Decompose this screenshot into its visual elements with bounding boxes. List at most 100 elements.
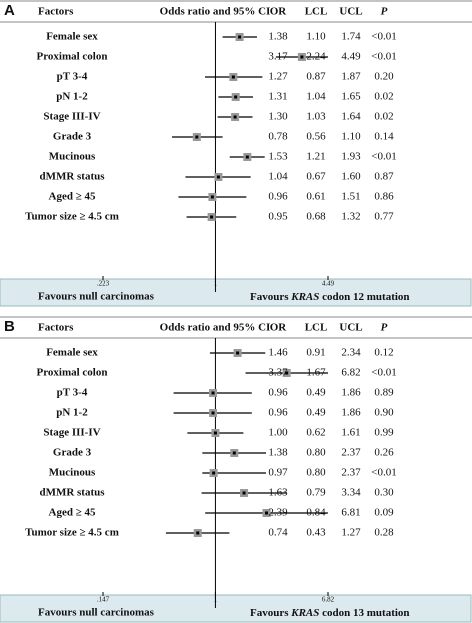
value-label: 0.56 [306, 131, 326, 143]
value-label: 0.61 [306, 191, 325, 203]
value-label: 1.64 [341, 111, 361, 123]
value-label: 1.04 [306, 91, 326, 103]
odds-ratio-center [242, 491, 246, 495]
value-label: 1.30 [268, 111, 288, 123]
p-value: <0.01 [371, 31, 396, 43]
p-value: <0.01 [371, 151, 396, 163]
p-value: 0.02 [374, 91, 393, 103]
odds-ratio-center [213, 431, 217, 435]
value-label: 0.49 [306, 407, 326, 419]
value-label: 2.34 [341, 347, 361, 359]
x-axis-title: Odds ratio and 95% CI [160, 6, 271, 18]
row-label: Stage III-IV [43, 427, 100, 439]
row-label: pN 1-2 [56, 407, 88, 419]
value-label: 1.31 [268, 91, 287, 103]
row-label: pT 3-4 [57, 387, 88, 399]
row-label: Grade 3 [53, 447, 92, 459]
favours-right-part: KRAS [290, 607, 319, 619]
p-value: 0.28 [374, 527, 394, 539]
p-value: 0.90 [374, 407, 394, 419]
row-label: Mucinous [49, 467, 96, 479]
value-label: 1.51 [341, 191, 360, 203]
value-label: 0.96 [268, 407, 288, 419]
row-label: Tumor size ≥ 4.5 cm [25, 527, 119, 539]
odds-ratio-center [265, 511, 269, 515]
row-label: dMMR status [39, 171, 105, 183]
odds-ratio-center [211, 411, 215, 415]
value-label: 1.21 [306, 151, 325, 163]
row-label: dMMR status [39, 487, 105, 499]
value-label: 2.37 [341, 447, 361, 459]
category-header: Factors [38, 6, 74, 18]
value-label: 0.84 [306, 507, 326, 519]
value-label: 1.38 [268, 31, 288, 43]
p-value: <0.01 [371, 51, 396, 63]
odds-ratio-center [212, 471, 216, 475]
panel-label: A [4, 2, 15, 19]
favours-right-part: codon 13 mutation [319, 607, 409, 619]
row-label: Tumor size ≥ 4.5 cm [25, 211, 119, 223]
p-value: 0.87 [374, 171, 394, 183]
value-label: 2.39 [268, 507, 288, 519]
row-label: Proximal colon [37, 367, 108, 379]
value-label: 2.37 [341, 467, 361, 479]
p-value: 0.77 [374, 211, 394, 223]
column-header: LCL [305, 6, 328, 18]
value-label: 0.91 [306, 347, 325, 359]
favours-right: Favours KRAS codon 12 mutation [250, 291, 410, 303]
category-header: Factors [38, 322, 74, 334]
value-label: 6.81 [341, 507, 360, 519]
p-value: 0.30 [374, 487, 394, 499]
value-label: 1.61 [341, 427, 360, 439]
value-label: 0.95 [268, 211, 288, 223]
value-label: 0.96 [268, 191, 288, 203]
value-label: 1.10 [306, 31, 326, 43]
value-label: 1.74 [341, 31, 361, 43]
column-header: UCL [339, 6, 362, 18]
p-value: 0.89 [374, 387, 394, 399]
value-label: 3.37 [268, 367, 288, 379]
value-label: 1.86 [341, 387, 361, 399]
odds-ratio-center [216, 175, 220, 179]
p-value: <0.01 [371, 467, 396, 479]
odds-ratio-center [236, 351, 240, 355]
row-label: pT 3-4 [57, 71, 88, 83]
value-label: 1.86 [341, 407, 361, 419]
value-label: 1.27 [341, 527, 361, 539]
value-label: 1.27 [268, 71, 288, 83]
column-header: OR [270, 6, 288, 18]
value-label: 1.60 [341, 171, 361, 183]
value-label: 1.38 [268, 447, 288, 459]
value-label: 0.97 [268, 467, 288, 479]
x-tick-label: 4.49 [322, 280, 335, 288]
value-label: 1.10 [341, 131, 361, 143]
value-label: 1.93 [341, 151, 361, 163]
favours-left: Favours null carcinomas [38, 291, 155, 303]
value-label: 1.53 [268, 151, 288, 163]
value-label: 0.74 [268, 527, 288, 539]
value-label: 0.80 [306, 447, 326, 459]
value-label: 1.32 [341, 211, 360, 223]
p-header: P [381, 322, 388, 334]
favours-right-part: Favours [250, 291, 291, 303]
p-value: 0.02 [374, 111, 393, 123]
x-tick-label: .147 [97, 596, 110, 604]
panel-label: B [4, 318, 15, 335]
row-label: Aged ≥ 45 [49, 191, 96, 203]
value-label: 1.67 [306, 367, 326, 379]
p-value: 0.86 [374, 191, 394, 203]
value-label: 0.96 [268, 387, 288, 399]
odds-ratio-center [211, 391, 215, 395]
value-label: 0.68 [306, 211, 326, 223]
odds-ratio-center [232, 451, 236, 455]
value-label: 1.03 [306, 111, 326, 123]
odds-ratio-center [210, 215, 214, 219]
odds-ratio-center [195, 135, 199, 139]
favours-right-part: KRAS [290, 291, 319, 303]
favours-right: Favours KRAS codon 13 mutation [250, 607, 410, 619]
value-label: 0.67 [306, 171, 326, 183]
value-label: 1.46 [268, 347, 288, 359]
value-label: 0.87 [306, 71, 326, 83]
